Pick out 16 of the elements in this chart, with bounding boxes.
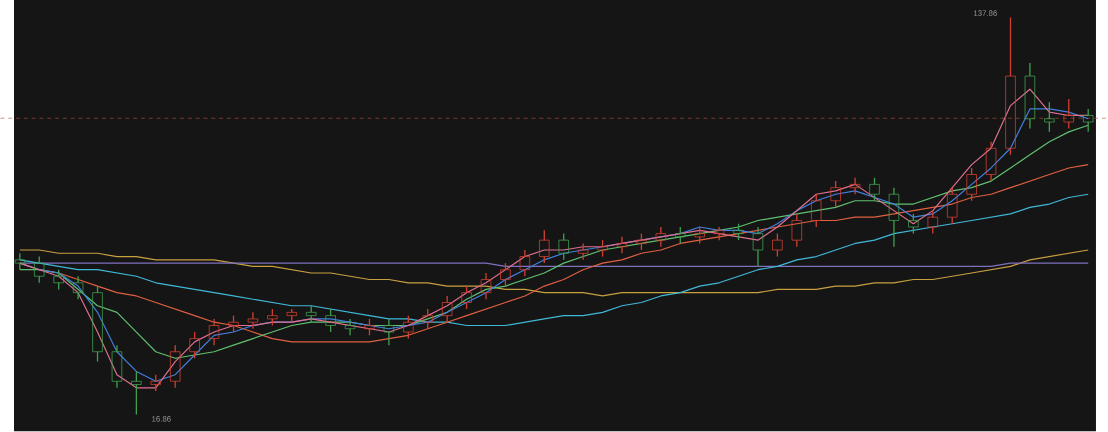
candlestick: [985, 141, 997, 182]
candlestick: [752, 226, 764, 268]
candlestick: [480, 272, 492, 301]
candlestick: [616, 236, 628, 255]
candlestick: [1024, 62, 1036, 130]
candlestick: [713, 226, 725, 241]
candlestick: [383, 318, 395, 346]
candlestick: [344, 318, 356, 337]
candlestick: [849, 177, 861, 196]
candlestick: [247, 311, 259, 330]
candlestick: [888, 187, 900, 248]
candlestick: [208, 318, 220, 346]
candlestick: [72, 275, 84, 301]
candlestick: [577, 242, 589, 261]
candlestick: [519, 249, 531, 278]
candlestick: [111, 344, 123, 389]
